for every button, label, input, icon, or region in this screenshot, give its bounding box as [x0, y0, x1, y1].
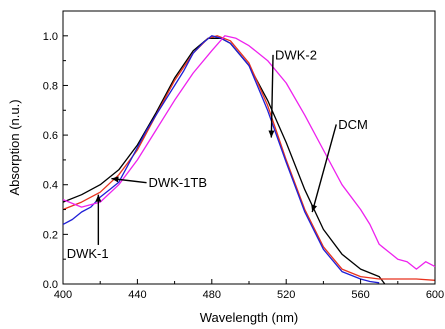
annotation-arrow-line	[311, 124, 337, 213]
y-tick-label: 1.0	[43, 31, 58, 43]
annotation-arrow-line	[270, 54, 274, 138]
y-axis-title: Absorption (n.u.)	[7, 99, 22, 195]
y-tick-label: 0.8	[43, 80, 58, 92]
x-tick-label: 440	[128, 289, 146, 301]
annotation-label-dwk-1: DWK-1	[67, 246, 109, 261]
x-tick-label: 480	[203, 289, 221, 301]
y-tick-label: 0.0	[43, 279, 58, 291]
x-axis-title: Wavelength (nm)	[200, 310, 299, 325]
series-line-dwk-2	[62, 35, 436, 270]
axes: 400 440 480 520 560 600 0.0 0.2 0.4 0.6 0.8 1.0	[43, 10, 444, 301]
annotation-arrowhead	[95, 194, 102, 202]
series-line-dwk-1tb	[62, 35, 380, 284]
annotation-arrowhead	[268, 130, 275, 138]
annotation-group: DWK-2 DCM DWK-1TB DWK-1	[67, 47, 368, 261]
y-tick-label: 0.2	[43, 229, 58, 241]
x-tick-label: 400	[54, 289, 72, 301]
x-tick-label: 600	[426, 289, 444, 301]
annotation-label-dwk-1tb: DWK-1TB	[149, 175, 208, 190]
y-tick-label: 0.4	[43, 180, 58, 192]
series-group	[62, 35, 436, 285]
x-tick-label: 520	[277, 289, 295, 301]
x-tick-label: 560	[351, 289, 369, 301]
annotation-label-dcm: DCM	[338, 117, 368, 132]
series-line-dwk-1	[62, 35, 436, 281]
annotation-arrowhead	[311, 204, 317, 213]
annotation-arrowhead	[111, 176, 119, 183]
annotation-label-dwk-2: DWK-2	[275, 47, 317, 62]
series-line-dcm	[62, 37, 386, 285]
y-tick-label: 0.6	[43, 130, 58, 142]
